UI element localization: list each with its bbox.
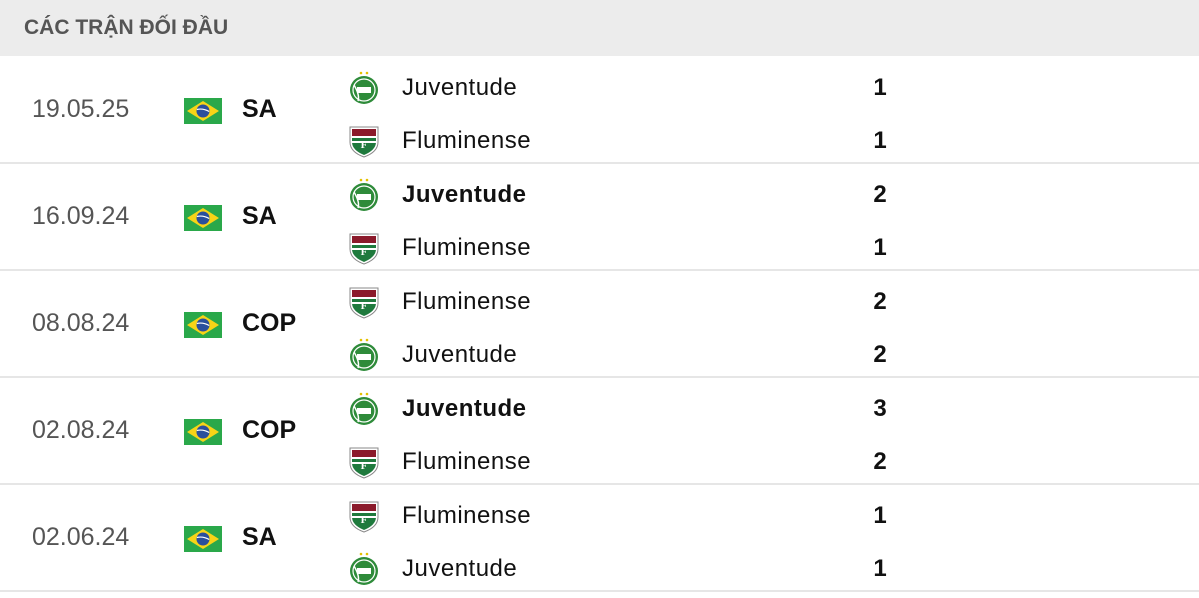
team-score: 3	[873, 395, 887, 422]
team-score: 2	[873, 448, 887, 475]
match-date: 08.08.24	[32, 309, 130, 337]
svg-text:F: F	[361, 514, 368, 526]
team-score: 1	[873, 234, 887, 261]
brazil-flag-icon	[184, 98, 222, 124]
fluminense-logo-icon: F	[348, 499, 380, 533]
team-line: Juventude 1	[348, 548, 948, 588]
match-row[interactable]: 16.09.24 SA Juventude 2 F Fluminense 1	[0, 164, 1199, 271]
team-line: Juventude 1	[348, 67, 948, 107]
juventude-logo-icon	[348, 338, 380, 372]
svg-text:F: F	[361, 246, 368, 258]
match-date: 16.09.24	[32, 202, 130, 230]
team-score: 2	[873, 341, 887, 368]
team-line: Juventude 3	[348, 388, 948, 428]
team-line: F Fluminense 1	[348, 120, 948, 160]
juventude-logo-icon	[348, 552, 380, 586]
juventude-logo-icon	[348, 392, 380, 426]
match-row[interactable]: 02.06.24 SA F Fluminense 1 Juventude 1	[0, 485, 1199, 592]
svg-text:F: F	[361, 139, 368, 151]
svg-text:F: F	[361, 460, 368, 472]
team-name: Fluminense	[402, 127, 532, 154]
competition-label: SA	[242, 523, 277, 551]
team-name: Fluminense	[402, 502, 532, 529]
team-name: Juventude	[402, 341, 518, 368]
team-name: Fluminense	[402, 234, 532, 261]
team-line: Juventude 2	[348, 334, 948, 374]
team-score: 1	[873, 502, 887, 529]
competition-label: COP	[242, 309, 297, 337]
match-date: 02.06.24	[32, 523, 130, 551]
brazil-flag-icon	[184, 526, 222, 552]
team-score: 1	[873, 555, 887, 582]
team-score: 1	[873, 127, 887, 154]
team-score: 2	[873, 288, 887, 315]
match-row[interactable]: 08.08.24 COP F Fluminense 2 Juventude 2	[0, 271, 1199, 378]
team-score: 2	[873, 181, 887, 208]
team-line: F Fluminense 1	[348, 227, 948, 267]
team-name: Juventude	[402, 555, 518, 582]
fluminense-logo-icon: F	[348, 124, 380, 158]
match-date: 19.05.25	[32, 95, 130, 123]
fluminense-logo-icon: F	[348, 285, 380, 319]
brazil-flag-icon	[184, 419, 222, 445]
team-line: F Fluminense 2	[348, 281, 948, 321]
match-row[interactable]: 02.08.24 COP Juventude 3 F Fluminense 2	[0, 378, 1199, 485]
team-name: Juventude	[402, 395, 527, 422]
brazil-flag-icon	[184, 205, 222, 231]
team-line: F Fluminense 1	[348, 495, 948, 535]
section-header: CÁC TRẬN ĐỐI ĐẦU	[0, 0, 1199, 56]
team-name: Fluminense	[402, 448, 532, 475]
team-name: Juventude	[402, 74, 518, 101]
competition-label: COP	[242, 416, 297, 444]
team-name: Juventude	[402, 181, 527, 208]
fluminense-logo-icon: F	[348, 445, 380, 479]
fluminense-logo-icon: F	[348, 231, 380, 265]
team-line: Juventude 2	[348, 174, 948, 214]
section-title: CÁC TRẬN ĐỐI ĐẦU	[24, 16, 229, 39]
juventude-logo-icon	[348, 178, 380, 212]
team-line: F Fluminense 2	[348, 441, 948, 481]
match-date: 02.08.24	[32, 416, 130, 444]
juventude-logo-icon	[348, 71, 380, 105]
competition-label: SA	[242, 202, 277, 230]
match-row[interactable]: 19.05.25 SA Juventude 1 F Fluminense 1	[0, 57, 1199, 164]
team-name: Fluminense	[402, 288, 532, 315]
brazil-flag-icon	[184, 312, 222, 338]
svg-text:F: F	[361, 300, 368, 312]
team-score: 1	[873, 74, 887, 101]
competition-label: SA	[242, 95, 277, 123]
